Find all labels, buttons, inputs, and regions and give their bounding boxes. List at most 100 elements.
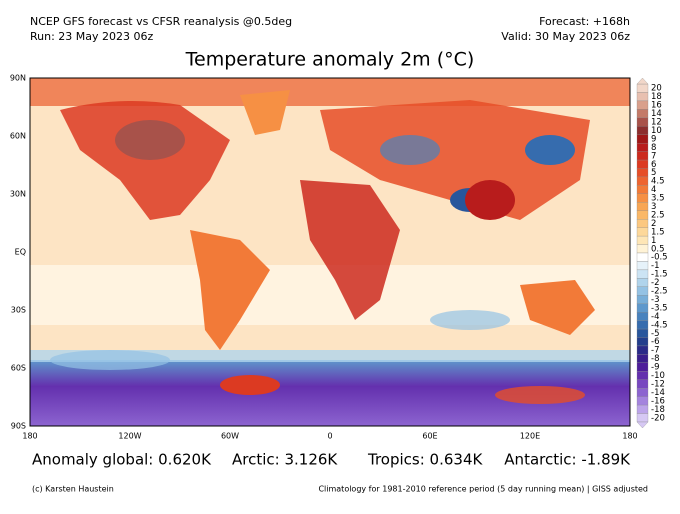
colorbar-label: -4 — [651, 312, 659, 322]
colorbar-box — [636, 151, 649, 161]
colorbar-box — [636, 244, 649, 254]
colorbar-box — [636, 354, 649, 363]
lat-label: 90N — [10, 74, 26, 83]
colorbar-box — [636, 278, 649, 287]
colorbar-box — [636, 92, 649, 102]
colorbar-box — [636, 126, 649, 135]
colorbar-label: -20 — [651, 413, 665, 423]
colorbar-label: 20 — [651, 84, 662, 94]
colorbar-box — [636, 295, 649, 304]
colorbar-box — [636, 210, 649, 220]
colorbar-box — [636, 345, 649, 355]
colorbar-box — [636, 328, 649, 338]
stat-global: Anomaly global: 0.620K — [32, 451, 212, 469]
colorbar-box — [636, 261, 649, 271]
colorbar-box — [636, 320, 649, 330]
colorbar-label: -18 — [651, 405, 665, 415]
colorbar-label: 3.5 — [651, 194, 665, 204]
colorbar-box — [636, 83, 649, 93]
colorbar-label: 0.5 — [651, 244, 665, 254]
lon-label: 60E — [422, 432, 437, 441]
colorbar-box — [636, 252, 649, 262]
lon-label: 60W — [221, 432, 239, 441]
colorbar-box — [636, 142, 649, 152]
lon-label: 0 — [327, 432, 332, 441]
colorbar-box — [636, 193, 649, 203]
colorbar-box — [636, 388, 649, 397]
colorbar-box — [636, 202, 649, 211]
colorbar-label: -9 — [651, 363, 659, 373]
title: Temperature anomaly 2m (°C) — [185, 49, 475, 71]
colorbar-box — [636, 159, 649, 169]
lat-label: 90S — [11, 422, 26, 431]
colorbar-label: -16 — [651, 396, 665, 406]
colorbar-label: 12 — [651, 118, 662, 128]
colorbar-label: -6 — [651, 337, 659, 347]
colorbar-label: 5 — [651, 168, 656, 178]
colorbar-label: 8 — [651, 143, 656, 153]
colorbar-label: -8 — [651, 354, 659, 364]
colorbar-box — [636, 371, 649, 380]
colorbar-label: 2 — [651, 219, 656, 229]
colorbar-label: -3 — [651, 295, 659, 305]
colorbar-box — [636, 269, 649, 279]
colorbar-label: -10 — [651, 371, 665, 381]
colorbar-box — [636, 134, 649, 144]
colorbar-box — [636, 176, 649, 186]
colorbar-box — [636, 117, 649, 127]
colorbar-label: 2.5 — [651, 210, 665, 220]
colorbar-label: -2.5 — [651, 287, 668, 297]
header-right-1: Forecast: +168h — [539, 15, 630, 28]
colorbar-label: 9 — [651, 134, 656, 144]
colorbar-label: -4.5 — [651, 320, 668, 330]
colorbar-label: 6 — [651, 160, 656, 170]
colorbar-label: 1.5 — [651, 227, 665, 237]
colorbar-label: -0.5 — [651, 253, 668, 263]
colorbar-box — [636, 337, 649, 347]
colorbar-label: 4.5 — [651, 177, 665, 187]
colorbar-label: 18 — [651, 92, 662, 102]
colorbar-box — [636, 168, 649, 178]
colorbar-box — [636, 362, 649, 372]
lon-label: 180 — [22, 432, 37, 441]
header-left-1: NCEP GFS forecast vs CFSR reanalysis @0.… — [30, 15, 292, 28]
colorbar-box — [636, 404, 649, 414]
colorbar-label: 4 — [651, 185, 656, 195]
lon-label: 120W — [118, 432, 141, 441]
footer-left: (c) Karsten Haustein — [32, 485, 114, 494]
colorbar-label: 16 — [651, 101, 662, 111]
stat-tropics: Tropics: 0.634K — [367, 451, 483, 469]
colorbar-box — [636, 286, 649, 296]
colorbar-box — [636, 396, 649, 406]
colorbar-box — [636, 219, 649, 228]
colorbar-label: -1.5 — [651, 270, 668, 280]
lat-label: 60N — [10, 132, 26, 141]
lat-labels: 90N 60N 30N EQ 30S 60S 90S — [10, 74, 26, 431]
colorbar-box — [636, 379, 649, 389]
stat-arctic: Arctic: 3.126K — [232, 451, 338, 469]
footer-right: Climatology for 1981-2010 reference peri… — [318, 485, 648, 494]
colorbar-label: 14 — [651, 109, 662, 119]
colorbar-label: -7 — [651, 346, 659, 356]
stat-antarctic: Antarctic: -1.89K — [504, 451, 631, 469]
header-right-2: Valid: 30 May 2023 06z — [501, 30, 630, 43]
map-frame — [29, 77, 631, 427]
colorbar-label: -14 — [651, 388, 665, 398]
lon-label: 180 — [622, 432, 637, 441]
colorbar-label: 10 — [651, 126, 662, 136]
colorbar-box — [636, 303, 649, 313]
colorbar: 201816141210987654.543.532.521.510.5-0.5… — [636, 77, 668, 429]
colorbar-arrow-bottom — [636, 421, 649, 429]
colorbar-label: -2 — [651, 278, 659, 288]
colorbar-box — [636, 235, 649, 245]
lat-label: 30S — [11, 306, 26, 315]
colorbar-box — [636, 227, 649, 237]
lon-label: 120E — [520, 432, 540, 441]
colorbar-label: -1 — [651, 261, 659, 271]
colorbar-label: 7 — [651, 151, 656, 161]
map — [30, 78, 630, 426]
colorbar-arrow-top — [636, 77, 649, 85]
colorbar-box — [636, 100, 649, 110]
lon-labels: 180 120W 60W 0 60E 120E 180 — [22, 432, 637, 441]
